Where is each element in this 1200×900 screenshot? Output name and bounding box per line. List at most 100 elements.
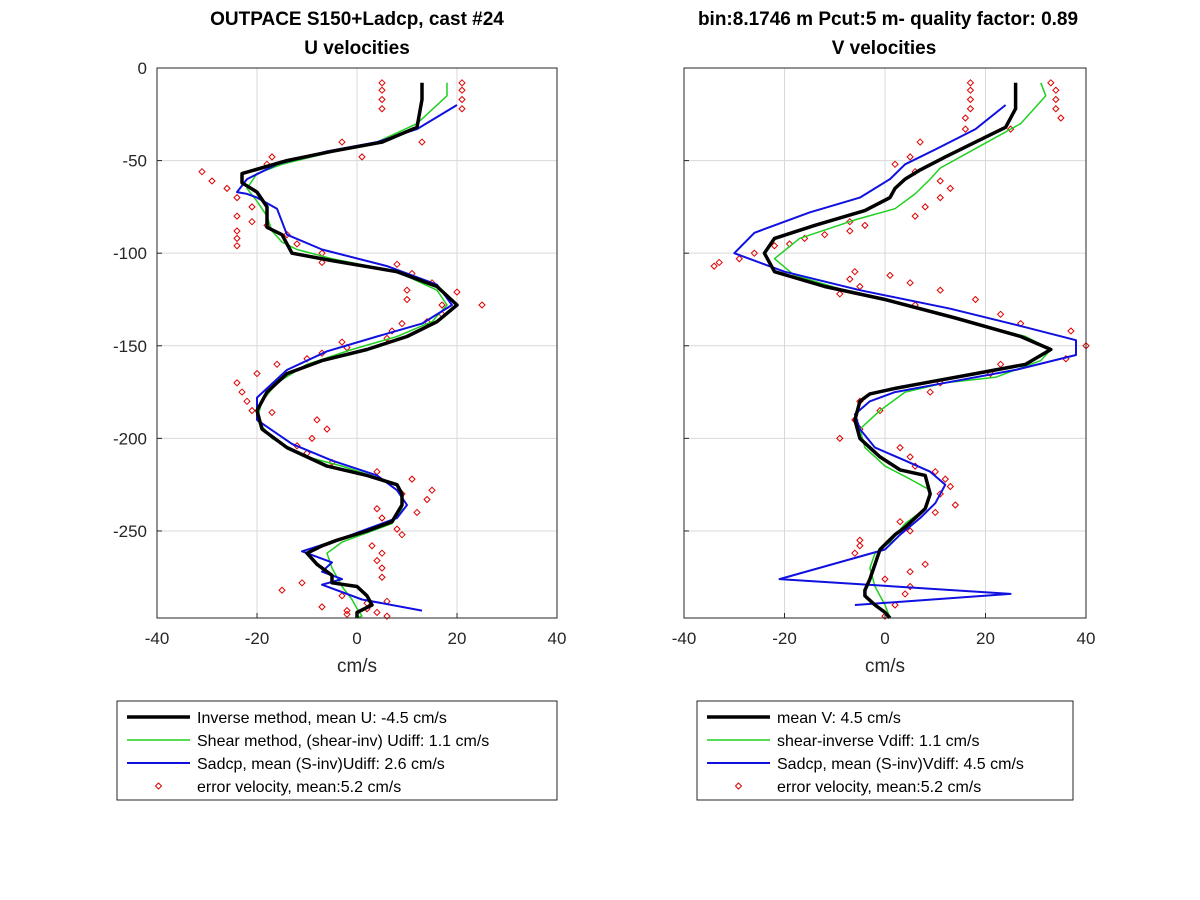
u-legend-label-inverse: Inverse method, mean U: -4.5 cm/s xyxy=(197,710,447,727)
u-error-velocity-point xyxy=(303,355,311,363)
u-error-velocity-point xyxy=(298,579,306,587)
v-error-velocity-point xyxy=(846,227,854,235)
v-error-velocity-point xyxy=(906,279,914,287)
v-error-velocity-point xyxy=(931,467,939,476)
u-error-velocity-point xyxy=(248,203,256,211)
u-error-velocity-point xyxy=(458,105,466,113)
u-error-velocity-point xyxy=(208,177,216,185)
v-legend-label-sadcp: Sadcp, mean (S-inv)Vdiff: 4.5 cm/s xyxy=(777,756,1024,773)
u-error-velocity-point xyxy=(293,240,301,248)
u-error-velocity-point xyxy=(248,406,256,415)
v-error-velocity-point xyxy=(1047,79,1055,87)
v-error-velocity-point xyxy=(926,388,934,396)
u-error-velocity-point xyxy=(373,505,381,513)
u-error-velocity-point xyxy=(418,138,426,146)
u-error-velocity-point xyxy=(423,495,431,504)
u-error-velocity-point xyxy=(338,338,346,346)
u-error-velocity-point xyxy=(223,184,231,193)
v-error-velocity-point xyxy=(1057,114,1065,122)
v-error-velocity-point xyxy=(936,177,944,185)
u-legend-label-shear: Shear method, (shear-inv) Udiff: 1.1 cm/… xyxy=(197,733,489,750)
v-x-tick-label: 0 xyxy=(880,629,889,648)
u-error-velocity-point xyxy=(358,153,366,161)
v-error-velocity-point xyxy=(710,262,718,270)
u-error-velocity-point xyxy=(383,612,391,620)
u-error-velocity-point xyxy=(438,301,446,309)
u-error-velocity-point xyxy=(398,530,406,539)
u-legend-box xyxy=(116,700,558,801)
u-error-velocity-point xyxy=(408,475,416,483)
v-x-tick-label: 20 xyxy=(976,629,995,648)
u-error-velocity-point xyxy=(233,379,241,387)
u-error-velocity-point xyxy=(338,138,346,146)
u-series xyxy=(198,79,486,620)
v-error-velocity-point xyxy=(891,160,899,169)
u-error-velocity-point xyxy=(253,369,261,378)
u-x-tick-label: -40 xyxy=(145,629,170,648)
v-error-velocity-point xyxy=(936,193,944,202)
u-error-velocity-point xyxy=(378,573,386,581)
u-error-velocity-point xyxy=(373,608,381,617)
v-error-velocity-point xyxy=(851,549,859,557)
u-error-velocity-point xyxy=(378,79,386,87)
u-error-velocity-point xyxy=(453,288,461,296)
v-error-velocity-point xyxy=(961,125,970,133)
u-error-velocity-point xyxy=(318,603,326,611)
v-error-velocity-point xyxy=(906,567,914,576)
u-error-velocity-point xyxy=(233,212,241,220)
u-error-velocity-point xyxy=(398,319,406,328)
v-error-velocity-point xyxy=(886,271,894,280)
v-error-velocity-point xyxy=(906,527,914,535)
v-error-velocity-point xyxy=(735,255,743,263)
v-error-velocity-point xyxy=(936,286,944,294)
u-error-velocity-point xyxy=(343,610,351,619)
v-x-tick-label: -20 xyxy=(772,629,797,648)
u-error-velocity-point xyxy=(313,416,321,424)
u-error-velocity-point xyxy=(373,556,381,565)
v-error-velocity-point xyxy=(966,95,975,104)
u-error-velocity-point xyxy=(198,167,206,176)
u-legend-swatch-error xyxy=(154,782,163,790)
v-error-velocity-point xyxy=(996,310,1005,319)
u-error-velocity-point xyxy=(233,227,241,235)
u-error-velocity-point xyxy=(233,234,241,243)
u-error-velocity-point xyxy=(338,592,346,600)
v-error-velocity-point xyxy=(836,290,844,298)
u-error-velocity-point xyxy=(233,193,241,202)
u-x-axis-label: cm/s xyxy=(337,656,377,677)
u-error-velocity-point xyxy=(283,230,291,239)
v-error-velocity-point xyxy=(941,475,950,483)
u-error-velocity-point xyxy=(393,260,401,269)
u-legend: Inverse method, mean U: -4.5 cm/s Shear … xyxy=(116,700,558,801)
u-error-velocity-point xyxy=(428,486,436,494)
u-chart-subtitle: U velocities xyxy=(304,38,410,59)
u-error-velocity-point xyxy=(278,586,286,594)
u-error-velocity-point xyxy=(308,434,316,443)
v-error-velocity-point xyxy=(911,212,919,220)
v-legend-label-shear: shear-inverse Vdiff: 1.1 cm/s xyxy=(777,733,979,750)
v-error-velocity-point xyxy=(906,582,914,591)
v-error-velocity-point xyxy=(931,508,939,517)
u-error-velocity-point xyxy=(268,153,276,161)
v-legend-swatch-error xyxy=(734,782,743,790)
v-error-velocity-point xyxy=(966,79,975,87)
v-error-velocity-point xyxy=(906,453,914,461)
v-panel: bin:8.1746 m Pcut:5 m- quality factor: 0… xyxy=(672,9,1096,677)
u-error-velocity-point xyxy=(478,301,486,309)
u-legend-label-sadcp: Sadcp, mean (S-inv)Udiff: 2.6 cm/s xyxy=(197,756,445,773)
v-chart-subtitle: V velocities xyxy=(832,38,937,59)
u-error-velocity-point xyxy=(318,258,326,267)
v-x-tick-label: -40 xyxy=(672,629,697,648)
u-error-velocity-point xyxy=(458,95,466,104)
v-error-velocity-point xyxy=(916,138,924,146)
v-error-velocity-point xyxy=(1052,95,1060,104)
v-legend-label-mean: mean V: 4.5 cm/s xyxy=(777,710,901,727)
u-error-velocity-point xyxy=(268,408,276,417)
v-error-velocity-point xyxy=(891,601,899,609)
u-error-velocity-point xyxy=(403,295,411,304)
v-error-velocity-point xyxy=(966,105,975,113)
u-y-tick-label: -250 xyxy=(113,522,147,541)
v-error-velocity-point xyxy=(936,490,944,498)
u-x-tick-label: 20 xyxy=(448,629,467,648)
